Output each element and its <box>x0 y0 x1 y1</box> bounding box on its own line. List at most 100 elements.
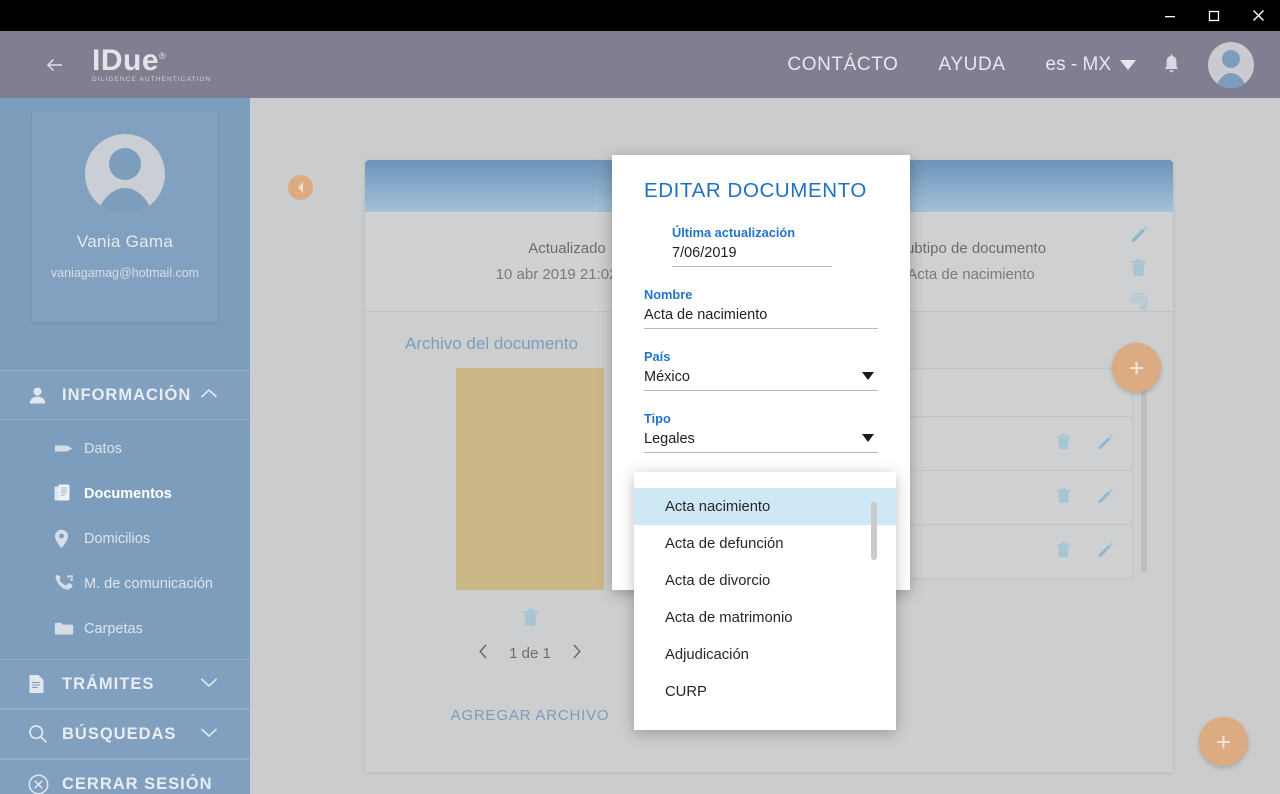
person-icon <box>28 386 54 405</box>
header-link-ayuda[interactable]: AYUDA <box>938 53 1006 75</box>
sidebar-item-documentos[interactable]: Documentos <box>0 471 250 516</box>
chevron-down-icon <box>1120 59 1136 70</box>
edit-icon[interactable] <box>1097 433 1114 454</box>
sidebar-item-label: M. de comunicación <box>84 575 213 592</box>
sidebar-item-label: Carpetas <box>84 620 143 637</box>
logo-registered-mark: ® <box>159 50 167 61</box>
sidebar-item-domicilios[interactable]: Domicilios <box>0 516 250 561</box>
sidebar-item-datos[interactable]: Datos <box>0 426 250 471</box>
sidebar-logout[interactable]: CERRAR SESIÓN <box>0 759 250 794</box>
edit-icon[interactable] <box>1097 487 1114 508</box>
document-thumbnail[interactable] <box>456 368 604 590</box>
dropdown-option[interactable]: CURP <box>665 683 707 700</box>
meta-actualizado: Actualizado 10 abr 2019 21:02:50 <box>365 212 769 311</box>
sidebar-item-medios-comunicacion[interactable]: M. de comunicación <box>0 561 250 606</box>
main-add-button[interactable]: + <box>1199 717 1248 766</box>
sidebar: Vania Gama vaniagamag@hotmail.com INFORM… <box>0 98 250 794</box>
field-pais[interactable]: País México <box>644 349 878 391</box>
dropdown-option[interactable]: Acta nacimiento <box>634 488 896 525</box>
main-add-plus-label: + <box>1215 726 1232 757</box>
header-link-contacto[interactable]: CONTÁCTO <box>787 53 899 75</box>
file-icon <box>28 674 54 694</box>
meta-label: Actualizado <box>528 240 606 257</box>
sidebar-user-email: vaniagamag@hotmail.com <box>50 266 200 280</box>
avatar[interactable] <box>1208 41 1254 88</box>
maximize-button[interactable] <box>1192 0 1236 31</box>
delete-icon[interactable] <box>522 608 539 632</box>
pager-next-button[interactable] <box>571 644 582 663</box>
dropdown-option[interactable]: Acta de defunción <box>665 535 784 552</box>
logo-tagline: DILIGENCE AUTHENTICATION <box>92 75 212 83</box>
meta-action-icons <box>1130 224 1149 318</box>
edit-icon[interactable] <box>1130 224 1149 248</box>
field-value[interactable]: México <box>644 364 878 391</box>
column-header-actions <box>958 368 1133 417</box>
sidebar-item-carpetas[interactable]: Carpetas <box>0 606 250 651</box>
sidebar-informacion-items: Datos Documentos <box>0 420 250 659</box>
delete-icon[interactable] <box>1056 433 1071 454</box>
field-tipo[interactable]: Tipo Legales <box>644 411 878 453</box>
dropdown-option[interactable]: Adjudicación <box>665 646 749 663</box>
chevron-right-icon <box>573 644 581 659</box>
avatar-body <box>1214 72 1248 88</box>
delete-icon[interactable] <box>1130 258 1149 282</box>
dropdown-option[interactable]: Acta de divorcio <box>665 572 771 589</box>
add-row-button[interactable]: + <box>1112 343 1161 392</box>
sidebar-collapse-button[interactable] <box>288 175 313 200</box>
search-icon <box>28 724 54 744</box>
field-label: Tipo <box>644 411 671 426</box>
minimize-button[interactable] <box>1148 0 1192 31</box>
folder-icon <box>54 621 84 636</box>
close-circle-icon <box>28 774 54 794</box>
back-button[interactable] <box>42 52 68 78</box>
sidebar-user-name: Vania Gama <box>76 232 174 251</box>
meta-label: Subtipo de documento <box>895 240 1047 257</box>
delete-icon[interactable] <box>1056 541 1071 562</box>
sidebar-section-label: INFORMACIÓN <box>62 385 192 404</box>
logo-text: IDue <box>92 43 160 77</box>
add-file-link[interactable]: AGREGAR ARCHIVO <box>450 707 610 724</box>
fingerprint-icon[interactable] <box>1130 292 1149 318</box>
pager-prev-button[interactable] <box>478 644 489 663</box>
field-label: Última actualización <box>672 225 796 240</box>
field-value[interactable]: 7/06/2019 <box>672 240 832 267</box>
subtipo-dropdown[interactable]: Acta nacimiento Acta de defunción Acta d… <box>634 472 896 730</box>
field-ultima-actualizacion[interactable]: Última actualización 7/06/2019 <box>672 225 832 267</box>
maximize-icon <box>1208 10 1220 21</box>
notifications-button[interactable] <box>1148 53 1194 76</box>
app-header: IDue® DILIGENCE AUTHENTICATION CONTÁCTO … <box>0 31 1280 98</box>
row-actions <box>968 541 1122 562</box>
app-logo[interactable]: IDue® DILIGENCE AUTHENTICATION <box>92 43 212 84</box>
chevron-down-icon[interactable] <box>862 434 874 442</box>
language-label: es - MX <box>1045 53 1111 75</box>
chevron-down-icon <box>200 675 218 693</box>
language-selector[interactable]: es - MX <box>1026 54 1148 76</box>
dropdown-option[interactable]: Acta de matrimonio <box>665 609 793 626</box>
delete-icon[interactable] <box>1056 487 1071 508</box>
sidebar-avatar <box>85 134 165 214</box>
sidebar-item-label: Datos <box>84 440 122 457</box>
field-label: País <box>644 349 671 364</box>
avatar-head <box>109 148 141 180</box>
sidebar-section-label: TRÁMITES <box>62 674 155 693</box>
table-scrollbar[interactable] <box>1141 376 1147 572</box>
os-title-bar <box>0 0 1280 31</box>
sidebar-section-tramites[interactable]: TRÁMITES <box>0 659 250 709</box>
sidebar-user-card: Vania Gama vaniagamag@hotmail.com <box>32 112 218 322</box>
dropdown-scrollbar[interactable] <box>871 502 877 560</box>
arrow-left-icon <box>46 58 62 71</box>
field-value[interactable]: Acta de nacimiento <box>644 302 878 329</box>
edit-icon[interactable] <box>1097 541 1114 562</box>
chevron-left-icon <box>479 644 487 659</box>
sidebar-section-busquedas[interactable]: BÚSQUEDAS <box>0 709 250 759</box>
thumbnail-column: 1 de 1 AGREGAR ARCHIVO <box>405 368 655 724</box>
field-nombre[interactable]: Nombre Acta de nacimiento <box>644 287 878 329</box>
bell-icon <box>1164 53 1178 72</box>
field-value[interactable]: Legales <box>644 426 878 453</box>
chevron-down-icon[interactable] <box>862 372 874 380</box>
close-button[interactable] <box>1236 0 1280 31</box>
pager-label: 1 de 1 <box>509 645 551 662</box>
sidebar-section-informacion[interactable]: INFORMACIÓN <box>0 370 250 420</box>
chevron-down-icon <box>200 725 218 743</box>
